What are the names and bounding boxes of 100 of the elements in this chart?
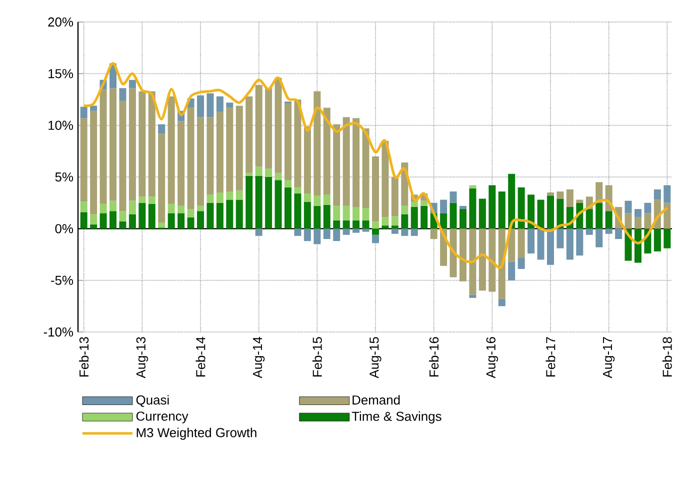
bar <box>168 213 175 229</box>
bar <box>342 117 350 206</box>
bar <box>576 200 584 203</box>
bar <box>255 228 262 236</box>
bar <box>382 226 389 229</box>
x-tick-label: Feb-17 <box>546 337 556 376</box>
bar <box>420 200 428 206</box>
bar <box>148 196 156 204</box>
bar <box>372 228 379 235</box>
legend-label: Demand <box>352 395 400 405</box>
bar <box>206 202 214 229</box>
x-tick-label: Feb-18 <box>662 337 672 376</box>
bar <box>488 228 496 292</box>
bar <box>119 88 126 101</box>
bar <box>274 78 282 173</box>
y-tick-label: 5% <box>55 172 74 182</box>
bar <box>148 91 156 197</box>
bar <box>196 206 204 212</box>
bar <box>128 88 136 201</box>
bar <box>459 209 466 229</box>
bar <box>546 196 554 229</box>
bar <box>168 96 175 204</box>
bar <box>478 228 486 291</box>
bar <box>100 213 107 229</box>
bar <box>488 185 496 229</box>
bar <box>255 85 262 167</box>
bar <box>178 206 185 214</box>
bar <box>391 228 398 234</box>
y-tick-label: -5% <box>51 276 74 285</box>
bar <box>138 196 146 203</box>
bar <box>410 206 418 229</box>
bar <box>372 156 379 222</box>
bar <box>226 191 234 200</box>
bar <box>498 228 506 299</box>
bar <box>187 217 194 229</box>
legend-label: Time & Savings <box>352 411 442 424</box>
bar <box>148 204 156 229</box>
bar <box>226 108 234 192</box>
bar <box>469 228 476 295</box>
bar <box>469 188 476 229</box>
bar <box>90 110 98 214</box>
bar <box>265 88 272 169</box>
bar <box>255 176 262 229</box>
legend-label: Currency <box>136 412 188 424</box>
bar <box>342 228 350 235</box>
y-tick-label: 0% <box>55 224 74 234</box>
bar <box>80 212 88 229</box>
bar <box>100 89 107 204</box>
bar <box>110 88 116 201</box>
bar <box>90 106 98 111</box>
bar <box>352 118 360 207</box>
bar <box>110 200 116 212</box>
bar <box>459 206 466 210</box>
bar <box>138 91 146 197</box>
x-tick-label: Aug-16 <box>486 337 498 378</box>
bar <box>284 180 292 188</box>
bar <box>158 124 166 134</box>
bar <box>119 100 126 212</box>
bar <box>80 202 88 212</box>
bar <box>459 228 466 282</box>
bar <box>236 200 243 229</box>
y-tick-label: 15% <box>48 69 74 78</box>
bar <box>128 200 136 214</box>
legend-label: Quasi <box>136 395 169 407</box>
bar <box>187 108 194 210</box>
bar <box>187 209 194 218</box>
bar <box>634 217 642 229</box>
bar <box>362 220 370 229</box>
bar <box>391 216 398 226</box>
bar <box>576 228 584 256</box>
bar <box>401 206 408 214</box>
x-tick-label: Aug-17 <box>603 337 615 378</box>
bar <box>304 202 311 229</box>
bar <box>226 200 234 229</box>
bar <box>333 228 340 242</box>
bar <box>556 228 564 248</box>
bar <box>304 126 311 194</box>
bar <box>158 222 166 228</box>
bar <box>80 118 88 202</box>
bar <box>382 140 389 218</box>
bar <box>644 202 652 214</box>
bar <box>90 224 98 229</box>
bar <box>196 117 204 206</box>
bar <box>382 217 389 226</box>
bar <box>294 194 302 229</box>
bar <box>537 228 544 260</box>
bar <box>440 213 448 229</box>
bar <box>372 234 379 244</box>
bar <box>410 202 418 207</box>
bar <box>333 124 340 206</box>
bar <box>196 95 204 118</box>
bar <box>391 226 398 229</box>
bar <box>226 102 234 108</box>
bar <box>664 185 671 203</box>
bar <box>401 228 408 236</box>
bar <box>323 194 330 205</box>
bar <box>196 211 204 229</box>
x-tick-label: Feb-16 <box>429 337 439 376</box>
bar <box>586 209 593 229</box>
bar <box>528 194 535 229</box>
